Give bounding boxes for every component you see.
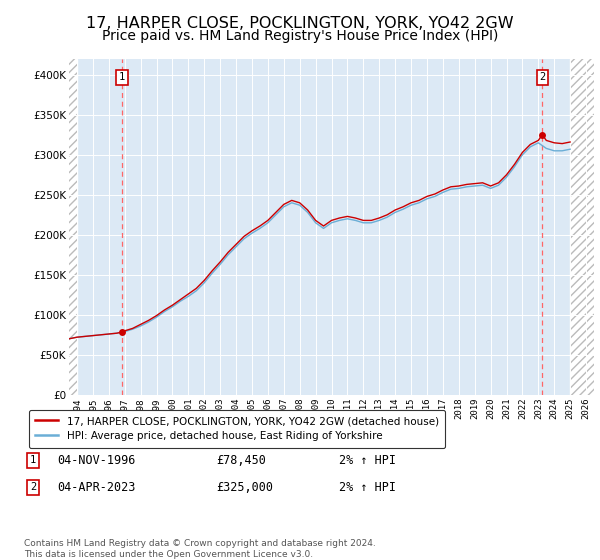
Bar [570, 59, 594, 395]
Text: 04-NOV-1996: 04-NOV-1996 [57, 454, 136, 467]
Text: 2% ↑ HPI: 2% ↑ HPI [339, 480, 396, 494]
Bar [69, 59, 77, 395]
Text: £78,450: £78,450 [216, 454, 266, 467]
Bar [69, 59, 77, 395]
Text: 04-APR-2023: 04-APR-2023 [57, 480, 136, 494]
Legend: 17, HARPER CLOSE, POCKLINGTON, YORK, YO42 2GW (detached house), HPI: Average pri: 17, HARPER CLOSE, POCKLINGTON, YORK, YO4… [29, 409, 445, 447]
Text: 17, HARPER CLOSE, POCKLINGTON, YORK, YO42 2GW: 17, HARPER CLOSE, POCKLINGTON, YORK, YO4… [86, 16, 514, 31]
Text: £325,000: £325,000 [216, 480, 273, 494]
Text: Contains HM Land Registry data © Crown copyright and database right 2024.
This d: Contains HM Land Registry data © Crown c… [24, 539, 376, 559]
Text: 1: 1 [119, 72, 125, 82]
Text: 2: 2 [539, 72, 545, 82]
Text: 2% ↑ HPI: 2% ↑ HPI [339, 454, 396, 467]
Text: 1: 1 [30, 455, 36, 465]
Text: Price paid vs. HM Land Registry's House Price Index (HPI): Price paid vs. HM Land Registry's House … [102, 29, 498, 43]
Text: 2: 2 [30, 482, 36, 492]
Bar [570, 59, 594, 395]
